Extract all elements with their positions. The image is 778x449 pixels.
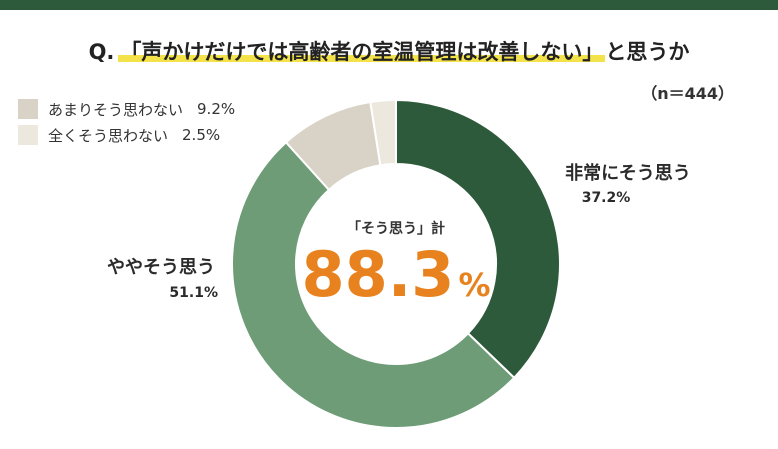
center-total: 88.3% xyxy=(301,238,490,311)
donut-slices xyxy=(231,98,561,429)
slice-value-somewhat-agree: 51.1% xyxy=(169,285,218,301)
chart-title: Q. 「声かけだけでは高齢者の室温管理は改善しない」と思うか xyxy=(0,36,778,66)
slice-value-strongly-agree: 37.2% xyxy=(582,190,631,206)
top-accent-bar xyxy=(0,0,778,10)
title-prefix: Q. xyxy=(88,40,115,64)
legend: あまりそう思わない 9.2% 全くそう思わない 2.5% xyxy=(18,96,235,148)
slice-label-somewhat-agree: ややそう思う xyxy=(107,257,215,278)
slice-somewhat-agree xyxy=(231,140,516,429)
legend-item-somewhat-disagree: あまりそう思わない 9.2% xyxy=(18,96,235,122)
legend-item-strongly-disagree: 全くそう思わない 2.5% xyxy=(18,122,235,148)
center-caption: 「そう思う」計 xyxy=(347,220,445,237)
title-quote: 「声かけだけでは高齢者の室温管理は改善しない」 xyxy=(118,40,606,64)
legend-label: あまりそう思わない xyxy=(48,100,184,119)
title-suffix: と思うか xyxy=(605,40,690,64)
legend-value: 9.2% xyxy=(197,100,236,118)
slice-strongly-disagree xyxy=(369,98,397,167)
slice-strongly-agree xyxy=(395,98,561,380)
center-total-unit: % xyxy=(458,266,490,304)
center-total-value: 88.3 xyxy=(301,238,454,311)
slice-label-strongly-agree: 非常にそう思う xyxy=(565,162,691,184)
legend-swatch xyxy=(18,125,38,145)
sample-size: （n＝444） xyxy=(641,84,734,103)
legend-swatch xyxy=(18,99,38,119)
legend-label: 全くそう思わない xyxy=(48,126,169,145)
legend-value: 2.5% xyxy=(182,126,221,144)
